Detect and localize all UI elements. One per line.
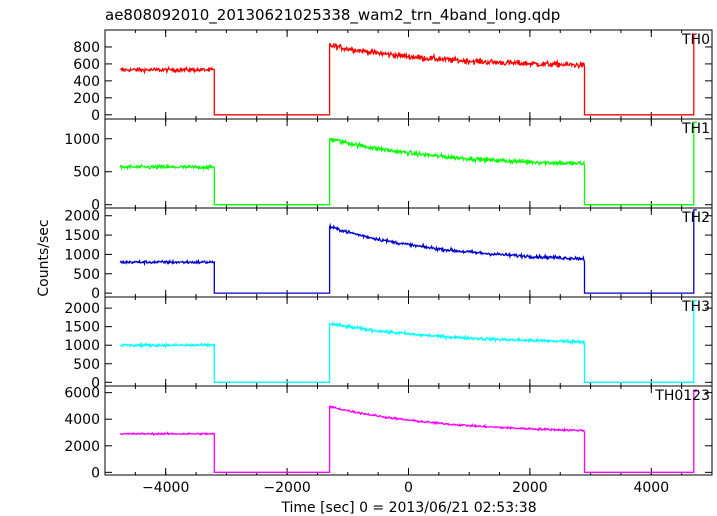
x-tick-label: 0 <box>404 480 413 496</box>
panel-label: TH3 <box>681 299 710 315</box>
y-tick-label: 0 <box>91 108 100 124</box>
series-line-th1 <box>119 121 697 206</box>
y-tick-label: 2000 <box>64 209 100 225</box>
series-line-th0123 <box>120 390 697 473</box>
y-tick-label: 0 <box>91 465 100 481</box>
x-tick-label: 4000 <box>633 480 669 496</box>
y-tick-label: 1500 <box>64 228 100 244</box>
panel-label: TH0 <box>681 32 710 48</box>
y-tick-label: 1000 <box>64 132 100 148</box>
y-tick-label: 1000 <box>64 247 100 263</box>
y-tick-label: 0 <box>91 198 100 214</box>
panel-th3: 0 500 1000 1500 2000 TH3 <box>64 296 713 391</box>
x-tick-label: −4000 <box>142 480 189 496</box>
y-tick-label: 500 <box>73 267 100 283</box>
y-tick-label: 0 <box>91 375 100 391</box>
y-tick-label: 1500 <box>64 320 100 336</box>
panel-frame <box>104 118 713 209</box>
y-tick-label: 500 <box>73 165 100 181</box>
series-line-th2 <box>119 209 697 294</box>
y-tick-label: 2000 <box>64 439 100 455</box>
y-tick-label: 2000 <box>64 301 100 317</box>
panel-th0123: 0 2000 4000 6000 TH0123 <box>64 385 713 481</box>
x-axis-label: Time [sec] 0 = 2013/06/21 02:53:38 <box>280 500 536 516</box>
panel-th2: 0 500 1000 1500 2000 TH2 <box>64 207 713 302</box>
series-line-th0 <box>119 33 697 116</box>
panel-label: TH0123 <box>654 388 710 404</box>
x-tick-label: −2000 <box>263 480 310 496</box>
y-axis-label: Counts/sec <box>36 219 52 296</box>
panel-th1: 0 500 1000 TH1 <box>64 118 713 214</box>
y-tick-label: 0 <box>91 286 100 302</box>
panel-label: TH2 <box>681 210 710 226</box>
panel-label: TH1 <box>681 121 710 137</box>
series-line-th3 <box>119 300 697 383</box>
x-tick-label: 2000 <box>512 480 548 496</box>
panel-frame <box>104 296 713 387</box>
panel-frame <box>104 207 713 298</box>
y-tick-label: 4000 <box>64 412 100 428</box>
y-tick-label: 400 <box>73 74 100 90</box>
y-tick-label: 500 <box>73 357 100 373</box>
y-tick-label: 6000 <box>64 386 100 402</box>
panel-frame <box>104 29 713 120</box>
y-tick-label: 1000 <box>64 338 100 354</box>
y-tick-label: 600 <box>73 57 100 73</box>
y-tick-label: 800 <box>73 40 100 56</box>
panel-frame <box>104 385 713 476</box>
y-tick-label: 200 <box>73 91 100 107</box>
chart-title: ae808092010_20130621025338_wam2_trn_4ban… <box>105 6 560 25</box>
